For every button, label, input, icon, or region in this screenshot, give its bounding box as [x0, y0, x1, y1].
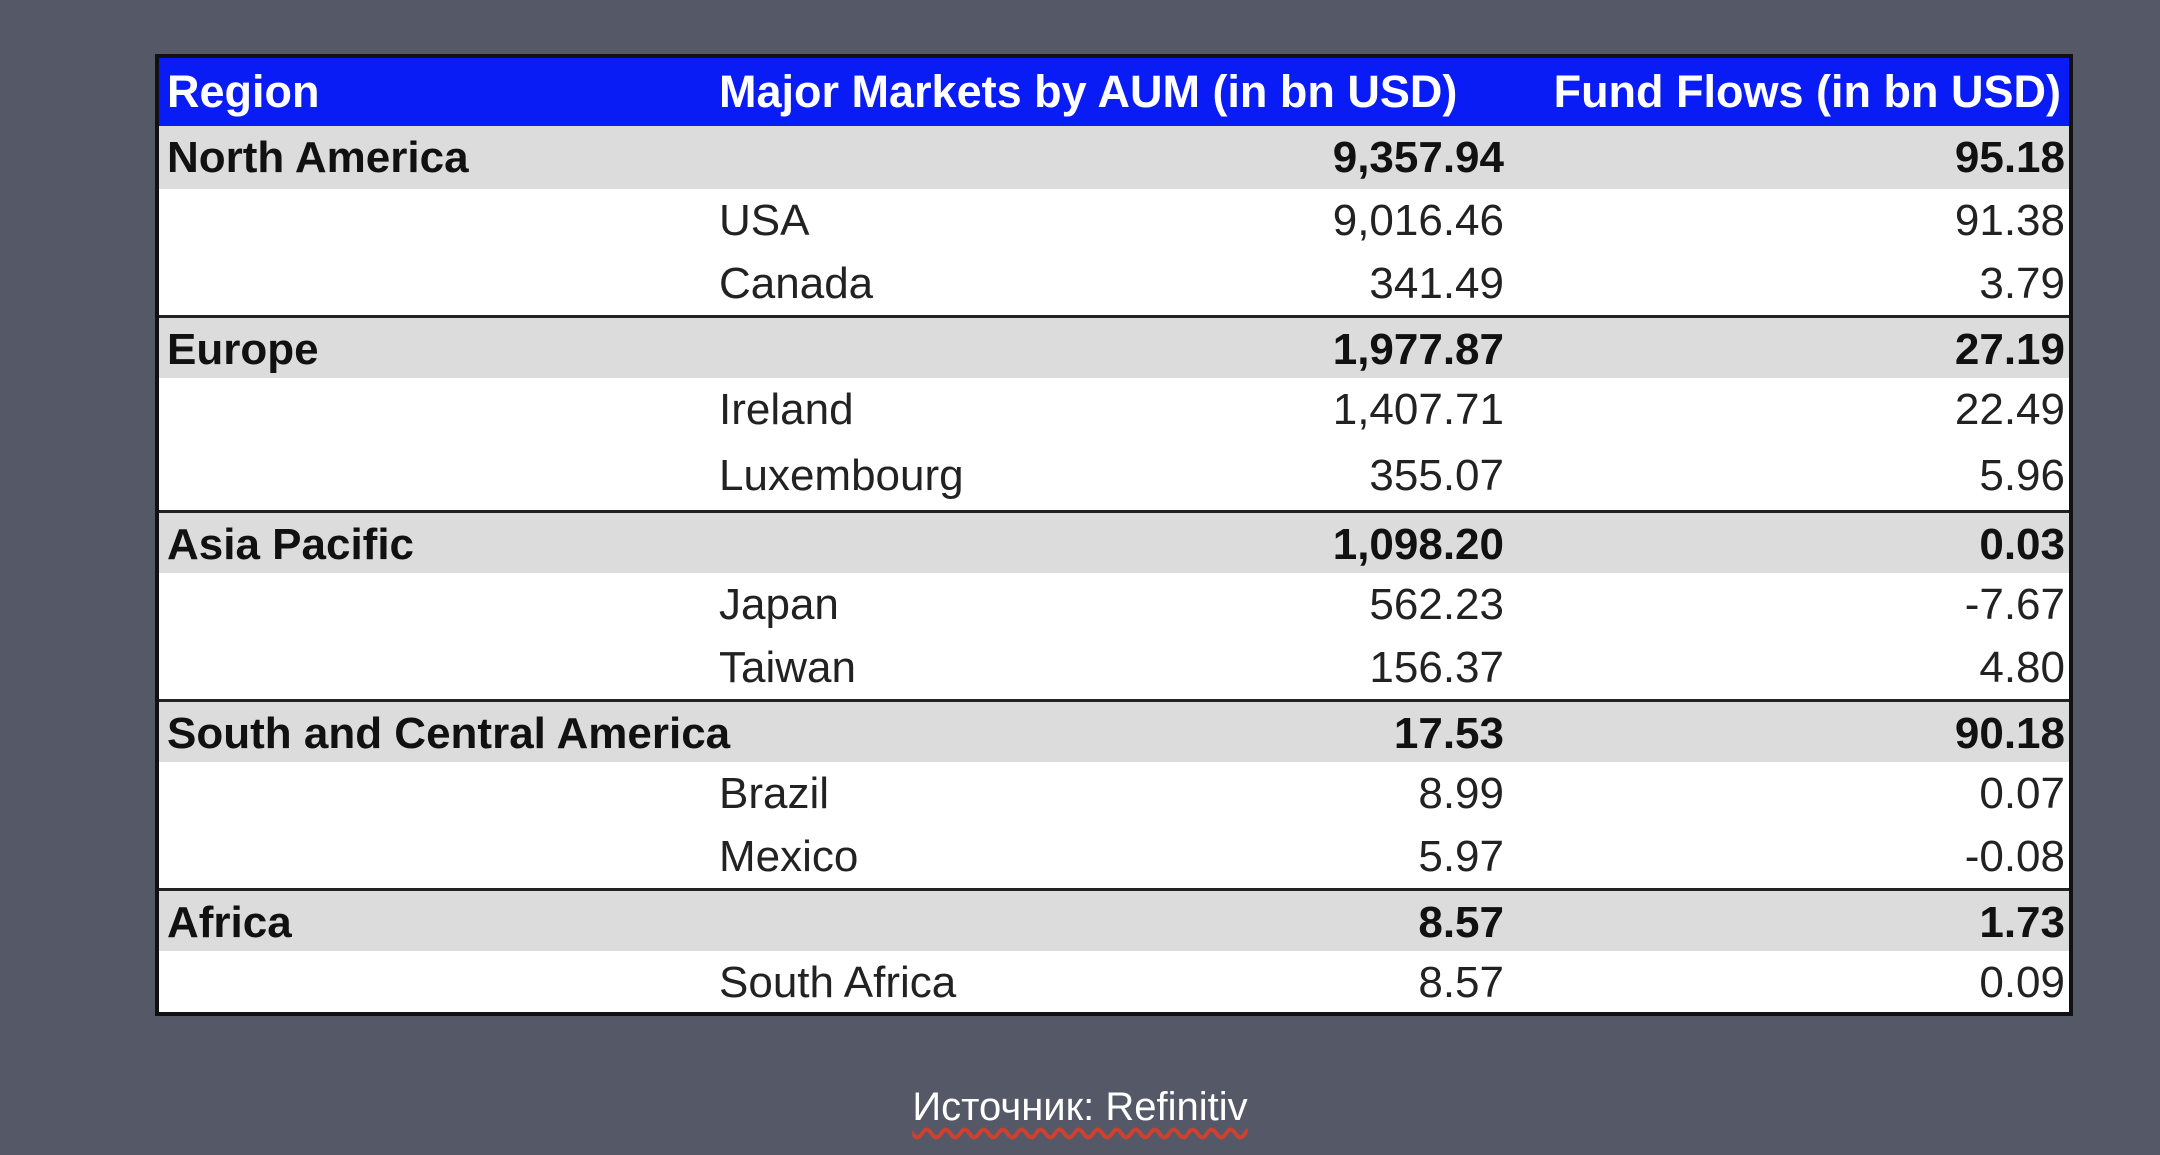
- region-flows: 0.03: [1979, 520, 2065, 569]
- market-name: Ireland: [719, 385, 854, 434]
- market-row: Japan 562.23 -7.67: [159, 573, 2069, 636]
- fund-table: Region Major Markets by AUM (in bn USD) …: [155, 54, 2073, 1016]
- header-flows: Fund Flows (in bn USD): [1553, 66, 2061, 117]
- market-row: Mexico 5.97 -0.08: [159, 825, 2069, 888]
- market-name: USA: [719, 196, 810, 245]
- region-aum: 8.57: [1418, 898, 1504, 947]
- region-row: Europe 1,977.87 27.19: [159, 315, 2069, 378]
- region-aum: 17.53: [1393, 709, 1504, 758]
- source-text: Источник: Refinitiv: [912, 1085, 1248, 1129]
- region-aum: 1,977.87: [1332, 325, 1504, 374]
- header-region: Region: [167, 66, 320, 117]
- region-name: Africa: [167, 898, 292, 947]
- market-flows: 4.80: [1979, 643, 2065, 692]
- market-row: Brazil 8.99 0.07: [159, 762, 2069, 825]
- market-flows: 3.79: [1979, 259, 2065, 308]
- region-aum: 1,098.20: [1332, 520, 1504, 569]
- market-aum: 8.99: [1418, 769, 1504, 818]
- market-flows: -0.08: [1964, 832, 2065, 881]
- market-aum: 8.57: [1418, 958, 1504, 1007]
- region-flows: 1.73: [1979, 898, 2065, 947]
- table-header: Region Major Markets by AUM (in bn USD) …: [159, 58, 2069, 126]
- market-name: Taiwan: [719, 643, 856, 692]
- market-row: Luxembourg 355.07 5.96: [159, 444, 2069, 507]
- market-aum: 341.49: [1369, 259, 1504, 308]
- market-flows: 22.49: [1954, 385, 2065, 434]
- header-markets: Major Markets by AUM (in bn USD): [719, 66, 1458, 117]
- market-aum: 9,016.46: [1332, 196, 1504, 245]
- market-flows: -7.67: [1964, 580, 2065, 629]
- region-row: South and Central America 17.53 90.18: [159, 699, 2069, 762]
- region-flows: 90.18: [1954, 709, 2065, 758]
- market-flows: 91.38: [1954, 196, 2065, 245]
- source-caption: Источник: Refinitiv: [0, 1085, 2160, 1130]
- market-name: Japan: [719, 580, 839, 629]
- region-aum: 9,357.94: [1332, 133, 1504, 182]
- region-name: Europe: [167, 325, 319, 374]
- region-name: Asia Pacific: [167, 520, 415, 569]
- market-aum: 355.07: [1369, 451, 1504, 500]
- market-row: Taiwan 156.37 4.80: [159, 636, 2069, 699]
- market-name: Brazil: [719, 769, 830, 818]
- market-aum: 156.37: [1369, 643, 1504, 692]
- region-row: Asia Pacific 1,098.20 0.03: [159, 510, 2069, 573]
- region-row: Africa 8.57 1.73: [159, 888, 2069, 951]
- region-row: North America 9,357.94 95.18: [159, 126, 2069, 189]
- market-name: Mexico: [719, 832, 859, 881]
- region-flows: 95.18: [1954, 133, 2065, 182]
- market-aum: 562.23: [1369, 580, 1504, 629]
- market-row: South Africa 8.57 0.09: [159, 951, 2069, 1014]
- market-aum: 1,407.71: [1332, 385, 1504, 434]
- market-name: South Africa: [719, 958, 957, 1007]
- market-name: Luxembourg: [719, 451, 964, 500]
- region-flows: 27.19: [1954, 325, 2065, 374]
- market-aum: 5.97: [1418, 832, 1504, 881]
- region-name: North America: [167, 133, 469, 182]
- market-name: Canada: [719, 259, 874, 308]
- market-flows: 5.96: [1979, 451, 2065, 500]
- market-flows: 0.07: [1979, 769, 2065, 818]
- market-row: Ireland 1,407.71 22.49: [159, 378, 2069, 441]
- market-row: Canada 341.49 3.79: [159, 252, 2069, 315]
- market-row: USA 9,016.46 91.38: [159, 189, 2069, 252]
- region-name: South and Central America: [167, 709, 731, 758]
- market-flows: 0.09: [1979, 958, 2065, 1007]
